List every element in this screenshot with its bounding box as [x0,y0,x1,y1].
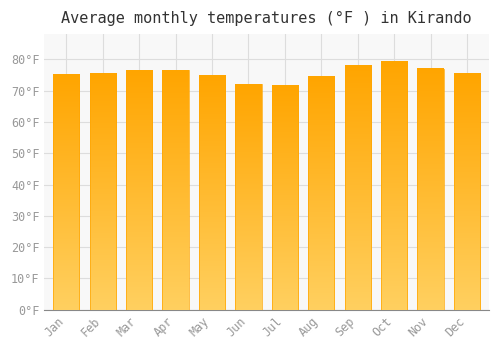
Bar [344,65,371,310]
Bar [162,70,188,310]
Bar [308,77,334,310]
Bar [126,70,152,310]
Bar [199,75,225,310]
Bar [90,73,116,310]
Bar [454,74,480,310]
Bar [53,74,80,310]
Bar [381,61,407,310]
Bar [236,84,262,310]
Bar [272,86,298,310]
Title: Average monthly temperatures (°F ) in Kirando: Average monthly temperatures (°F ) in Ki… [62,11,472,26]
Bar [418,69,444,310]
